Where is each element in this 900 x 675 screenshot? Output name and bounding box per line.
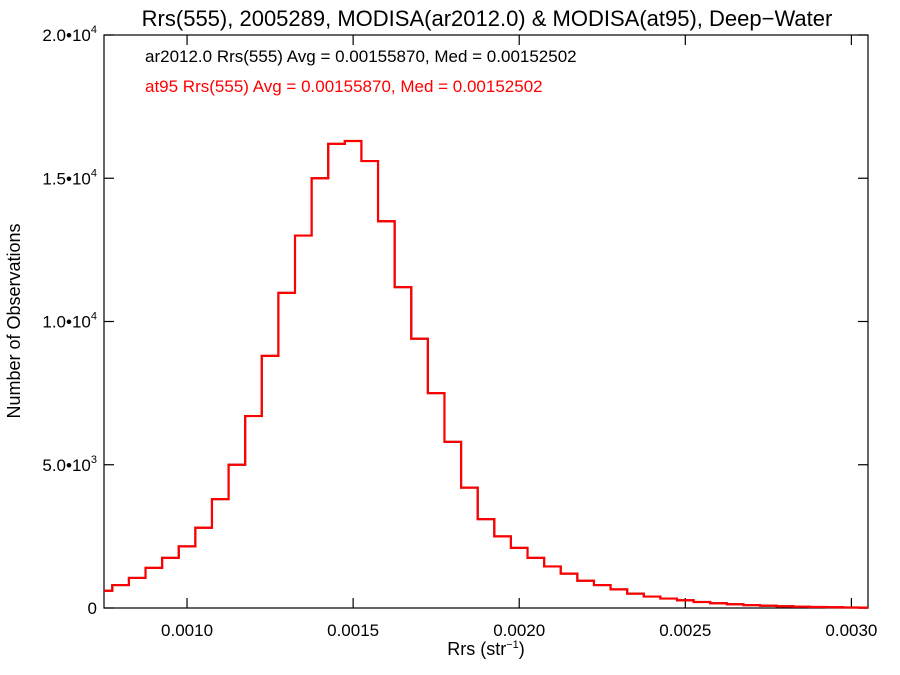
x-axis-label-base: Rrs (str <box>447 639 506 659</box>
x-tick-label: 0.0015 <box>327 621 379 640</box>
y-tick-label-base: 5.0•10 <box>42 456 91 475</box>
y-tick-label-base: 1.5•10 <box>42 169 91 188</box>
y-tick-label-exponent: 4 <box>91 311 97 323</box>
x-axis-label: Rrs (str−1) <box>447 639 525 659</box>
y-tick-label-base: 1.0•10 <box>42 313 91 332</box>
x-tick-label: 0.0030 <box>825 621 877 640</box>
plot-frame <box>103 34 869 609</box>
y-tick-label: 1.5•104 <box>42 167 97 188</box>
y-tick-label: 1.0•104 <box>42 311 97 332</box>
y-axis-label: Number of Observations <box>4 223 24 418</box>
y-tick-label-exponent: 4 <box>91 167 97 179</box>
y-tick-label-base: 2.0•10 <box>42 26 91 45</box>
series-group <box>104 139 868 609</box>
y-tick-label-base: 0 <box>88 599 97 618</box>
x-tick-label: 0.0025 <box>659 621 711 640</box>
y-tick-label: 0 <box>88 599 97 618</box>
y-tick-label-exponent: 3 <box>91 454 97 466</box>
legend-entry-ar2012: ar2012.0 Rrs(555) Avg = 0.00155870, Med … <box>145 47 577 66</box>
x-axis: 0.0010 0.0015 0.0020 0.0025 0.0030 <box>161 35 877 640</box>
chart-title: Rrs(555), 2005289, MODISA(ar2012.0) & MO… <box>142 6 833 31</box>
y-tick-label: 2.0•104 <box>42 24 97 45</box>
series-line-ar2012.0 <box>104 140 868 609</box>
y-tick-label-exponent: 4 <box>91 24 97 36</box>
y-tick-label: 5.0•103 <box>42 454 97 475</box>
legend-entry-at95: at95 Rrs(555) Avg = 0.00155870, Med = 0.… <box>145 77 543 96</box>
x-tick-label: 0.0010 <box>161 621 213 640</box>
x-tick-label: 0.0020 <box>493 621 545 640</box>
x-axis-label-exponent: −1 <box>506 639 519 651</box>
series-line-at95 <box>104 139 868 609</box>
x-axis-label-tail: ) <box>519 639 525 659</box>
